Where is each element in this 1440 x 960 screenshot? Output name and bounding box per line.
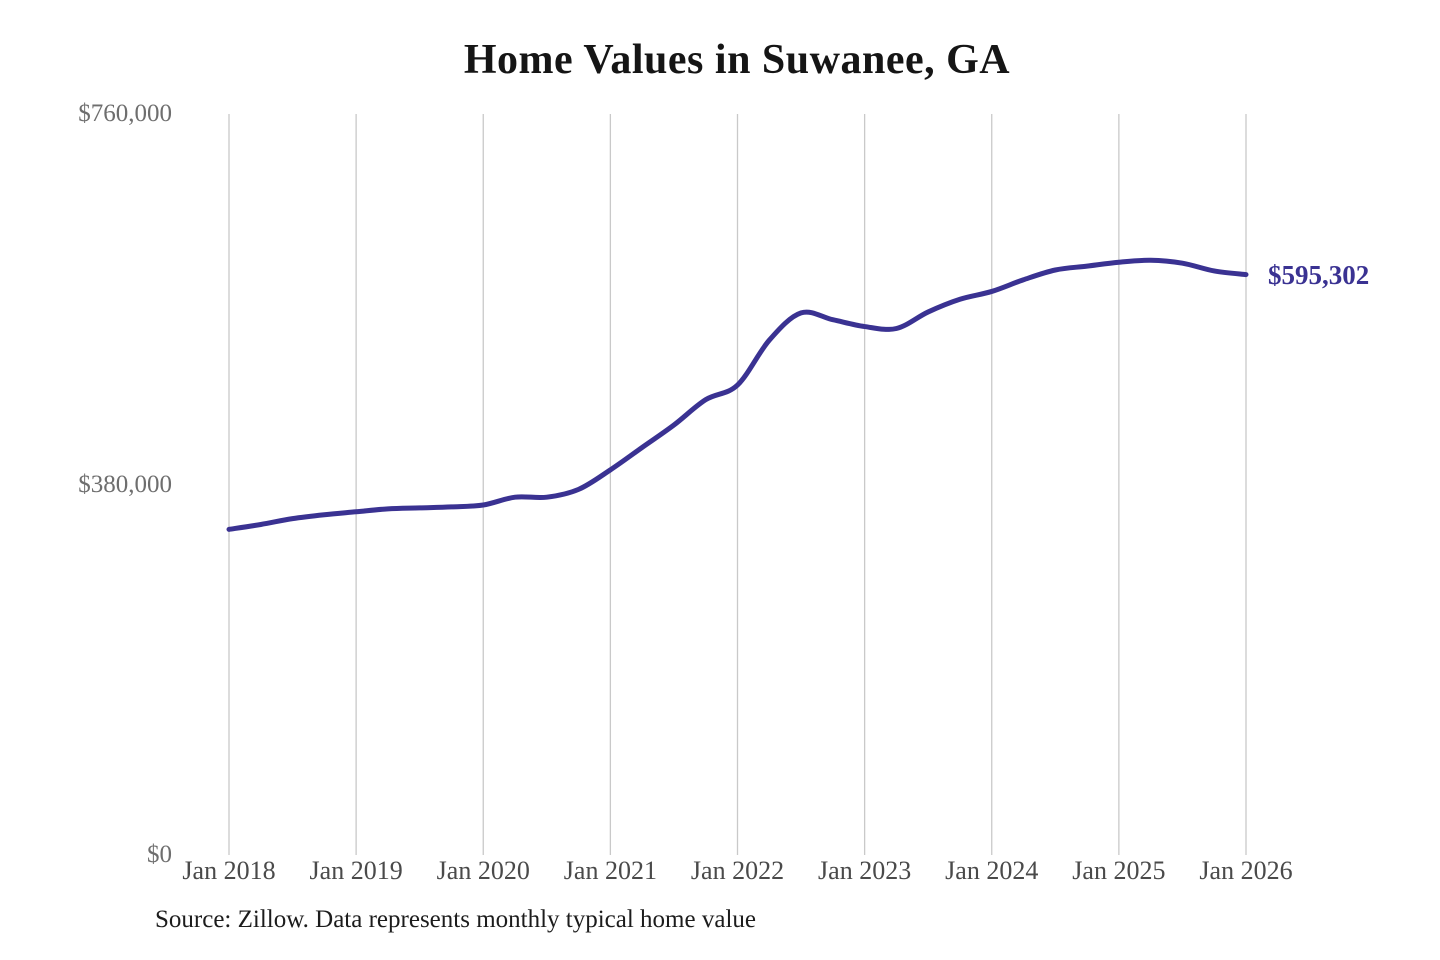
- x-tick-label: Jan 2023: [818, 856, 912, 885]
- home-value-line: [226, 257, 1249, 532]
- y-tick-label: $380,000: [78, 470, 172, 498]
- latest-value-label: $595,302: [1268, 259, 1370, 290]
- chart-title: Home Values in Suwanee, GA: [463, 37, 1011, 83]
- x-tick-label: Jan 2020: [436, 856, 530, 885]
- x-tick-label: Jan 2022: [690, 856, 785, 885]
- x-tick-label: Jan 2018: [182, 856, 276, 885]
- source-note: Source: Zillow. Data represents monthly …: [155, 906, 756, 933]
- x-tick-label: Jan 2026: [1199, 856, 1293, 885]
- y-tick-label: $0: [147, 841, 172, 868]
- x-tick-label: Jan 2019: [309, 856, 403, 885]
- x-tick-label: Jan 2024: [945, 856, 1039, 885]
- y-tick-label: $760,000: [78, 100, 172, 127]
- x-tick-label: Jan 2021: [563, 856, 657, 885]
- x-tick-label: Jan 2025: [1072, 856, 1166, 885]
